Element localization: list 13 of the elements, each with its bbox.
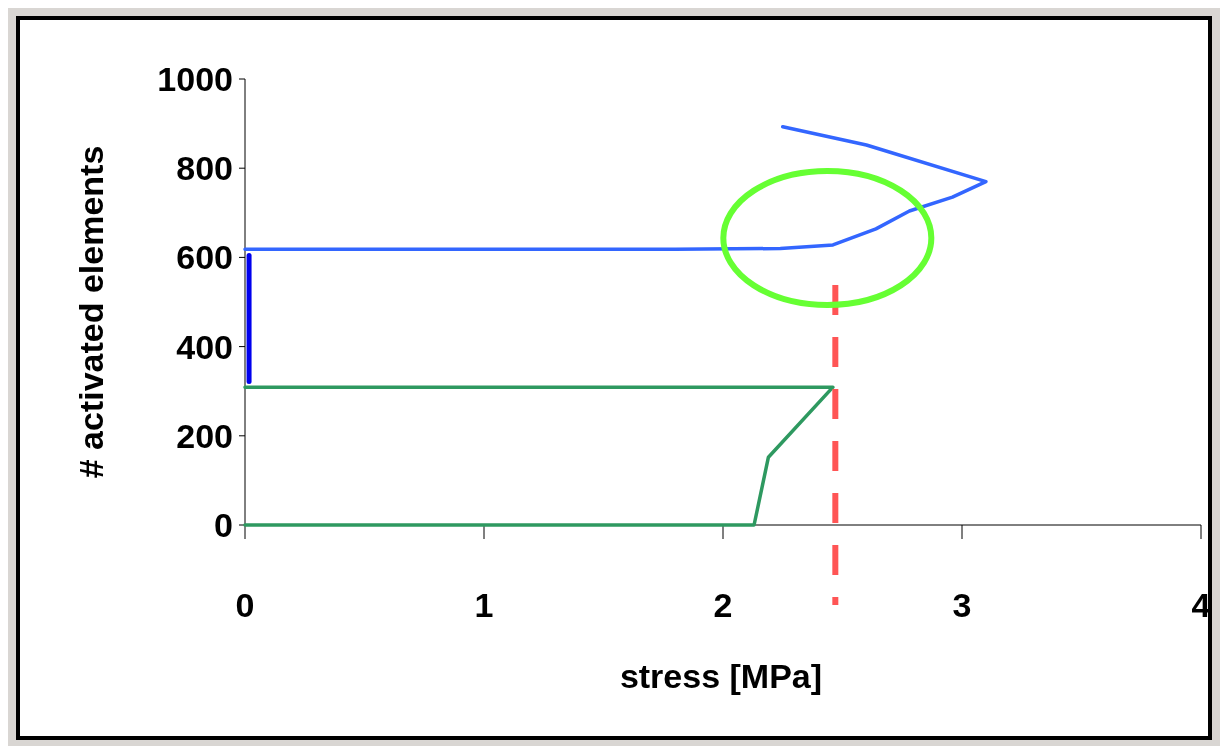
x-tick-label: 3	[952, 586, 972, 624]
x-axis-title: stress [MPa]	[619, 657, 823, 695]
x-tick-label: 1	[474, 586, 494, 624]
y-tick-label: 0	[214, 505, 233, 544]
line-series	[243, 124, 988, 252]
y-tick-label: 200	[176, 416, 233, 455]
x-tick-label: 2	[713, 586, 733, 624]
y-tick-label: 800	[176, 149, 233, 188]
y-tick-label: 1000	[157, 59, 233, 98]
y-tick-label: 600	[176, 238, 233, 277]
y-tick-label: 400	[176, 327, 233, 366]
x-tick-label: 4	[1191, 586, 1211, 624]
y-axis-title: # activated elements	[72, 145, 110, 479]
